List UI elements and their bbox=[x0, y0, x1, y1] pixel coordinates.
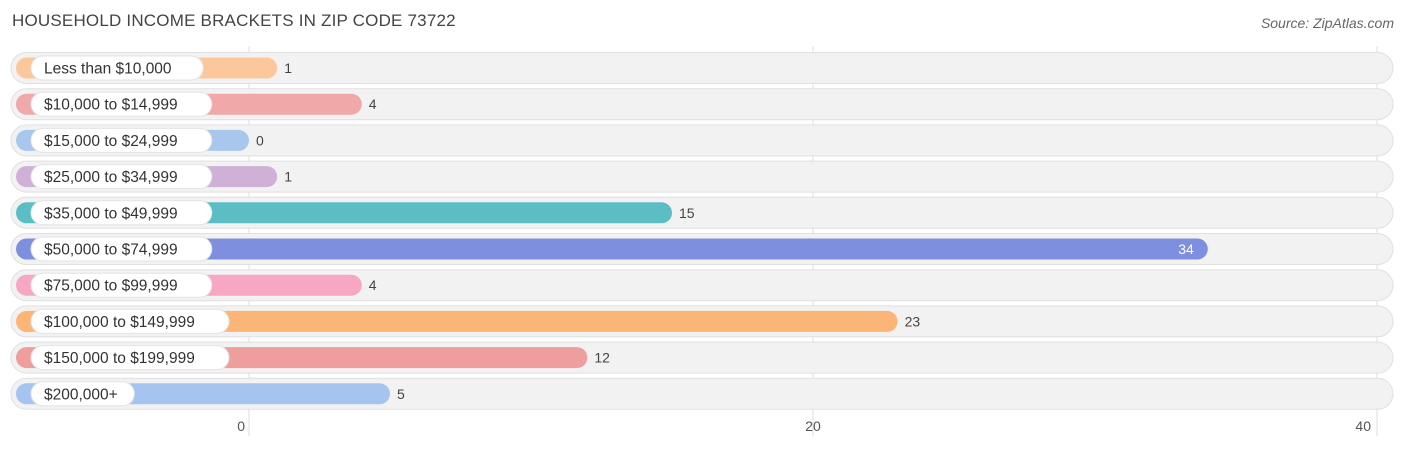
category-label: $25,000 to $34,999 bbox=[44, 169, 178, 186]
tick-label: 0 bbox=[237, 418, 245, 434]
category-pill bbox=[30, 345, 230, 371]
category-label: $200,000+ bbox=[44, 386, 118, 403]
category-pill bbox=[30, 127, 213, 153]
category-label: Less than $10,000 bbox=[44, 61, 172, 78]
value-label: 1 bbox=[284, 60, 292, 76]
category-pill bbox=[30, 272, 213, 298]
value-label: 12 bbox=[594, 350, 610, 366]
tick-label: 20 bbox=[805, 418, 821, 434]
category-pill bbox=[30, 200, 213, 226]
category-pill bbox=[30, 381, 135, 407]
value-label: 0 bbox=[256, 132, 264, 148]
category-label: $100,000 to $149,999 bbox=[44, 314, 195, 331]
chart-title: HOUSEHOLD INCOME BRACKETS IN ZIP CODE 73… bbox=[12, 11, 456, 30]
category-pill bbox=[30, 55, 204, 81]
tick-label: 40 bbox=[1355, 418, 1371, 434]
bar-5 bbox=[16, 238, 1208, 260]
source-label: Source: ZipAtlas.com bbox=[1260, 15, 1394, 31]
row-track bbox=[10, 124, 1394, 157]
category-label: $150,000 to $199,999 bbox=[44, 350, 195, 367]
category-label: $75,000 to $99,999 bbox=[44, 278, 178, 295]
bar-7 bbox=[16, 310, 898, 332]
category-pill bbox=[30, 164, 213, 190]
value-label: 15 bbox=[679, 205, 695, 221]
row-track bbox=[10, 52, 1394, 84]
value-label: 4 bbox=[369, 277, 377, 293]
category-pill bbox=[30, 236, 213, 262]
category-pill bbox=[30, 91, 213, 117]
row-track bbox=[10, 160, 1394, 193]
category-label: $15,000 to $24,999 bbox=[44, 133, 178, 150]
category-label: $35,000 to $49,999 bbox=[44, 205, 178, 222]
value-label: 1 bbox=[284, 169, 292, 185]
value-label: 4 bbox=[369, 96, 377, 112]
category-label: $10,000 to $14,999 bbox=[44, 97, 178, 114]
category-pill bbox=[30, 308, 230, 334]
value-label: 5 bbox=[397, 386, 405, 402]
value-label: 34 bbox=[1178, 241, 1194, 257]
value-label: 23 bbox=[905, 313, 921, 329]
category-label: $50,000 to $74,999 bbox=[44, 242, 178, 259]
